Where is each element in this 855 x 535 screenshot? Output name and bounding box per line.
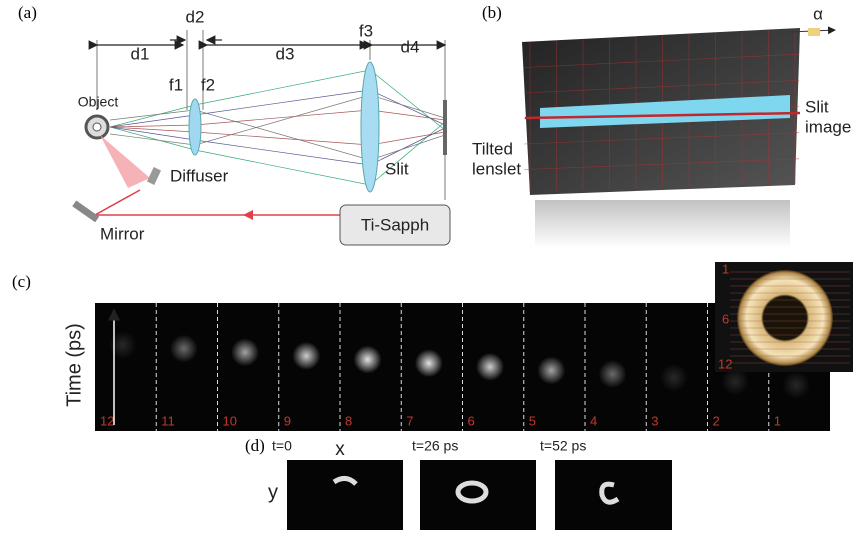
frame-label: 7 xyxy=(406,413,413,428)
angle-label: α xyxy=(813,4,823,23)
dim-label: d1 xyxy=(131,44,150,63)
time-label: t=26 ps xyxy=(412,438,458,454)
lenslet-label: Tilted xyxy=(472,139,513,158)
frame-blob xyxy=(415,349,443,377)
frame-label: 11 xyxy=(161,413,175,428)
diffuser-label: Diffuser xyxy=(170,166,229,185)
mirror xyxy=(72,201,99,223)
frame-label: 10 xyxy=(223,413,237,428)
slit-image-label: image xyxy=(805,117,851,136)
frame-label: 3 xyxy=(651,413,658,428)
slit xyxy=(443,100,447,155)
dim-label: d2 xyxy=(186,7,205,26)
frame-label: 5 xyxy=(529,413,536,428)
panel-b: (b) α Slit image Tilted lenslet xyxy=(472,3,851,248)
frame-blob xyxy=(109,331,137,359)
slit-label: Slit xyxy=(385,159,409,178)
frame-blob xyxy=(476,353,504,381)
panel-label: (b) xyxy=(482,3,502,22)
frame-blob xyxy=(599,360,627,388)
frame-label: 4 xyxy=(590,413,597,428)
focal-label: f1 xyxy=(169,75,183,94)
frame-blob xyxy=(354,346,382,374)
frame-label: 1 xyxy=(774,413,781,428)
panel-label: (a) xyxy=(18,3,37,22)
focal-label: f3 xyxy=(359,21,373,40)
frame-blob xyxy=(660,364,688,392)
snapshot xyxy=(555,460,672,530)
lens xyxy=(361,62,379,192)
frame-label: 6 xyxy=(468,413,475,428)
frame-blob xyxy=(170,335,198,363)
inset-label: 12 xyxy=(718,356,732,371)
inset-label: 1 xyxy=(722,261,729,276)
figure: (a) d1 d2 d3 d4 f1 f2 f3 Object Diffuser… xyxy=(0,0,855,535)
inset-label: 6 xyxy=(722,311,729,326)
frame-blob xyxy=(231,338,259,366)
y-label: y xyxy=(268,481,278,503)
dim-label: d3 xyxy=(276,44,295,63)
panel-c: (c) 12 11 10 9 8 7 6 5 4 3 2 1 Time (ps) 1 6 12 xyxy=(12,261,853,431)
frame-label: 8 xyxy=(345,413,352,428)
frame-blob xyxy=(782,371,810,399)
time-axis-label: Time (ps) xyxy=(63,323,85,407)
lenslet-label: lenslet xyxy=(472,159,521,178)
panel-d: (d) t=0 x t=26 ps t=52 ps y xyxy=(245,436,672,530)
panel-label: (c) xyxy=(12,272,31,291)
time-label: t=52 ps xyxy=(540,438,586,454)
frame-blob xyxy=(537,356,565,384)
frame-label: 9 xyxy=(284,413,291,428)
snapshot xyxy=(420,460,536,530)
panel-a: (a) d1 d2 d3 d4 f1 f2 f3 Object Diffuser… xyxy=(18,3,450,245)
laser-label: Ti-Sapph xyxy=(361,215,429,234)
snapshot xyxy=(287,460,403,530)
panel-label: (d) xyxy=(245,436,265,455)
object-label: Object xyxy=(78,94,119,110)
frame-blob xyxy=(292,342,320,370)
diffuser xyxy=(147,167,161,185)
x-label: x xyxy=(335,439,345,460)
slit-image-label: Slit xyxy=(805,97,829,116)
focal-label: f2 xyxy=(201,75,215,94)
frame-label: 2 xyxy=(713,413,720,428)
frame-label: 12 xyxy=(100,413,114,428)
time-label: t=0 xyxy=(272,438,292,454)
dim-label: d4 xyxy=(401,37,420,56)
mirror-label: Mirror xyxy=(100,224,145,243)
lens xyxy=(189,99,201,155)
